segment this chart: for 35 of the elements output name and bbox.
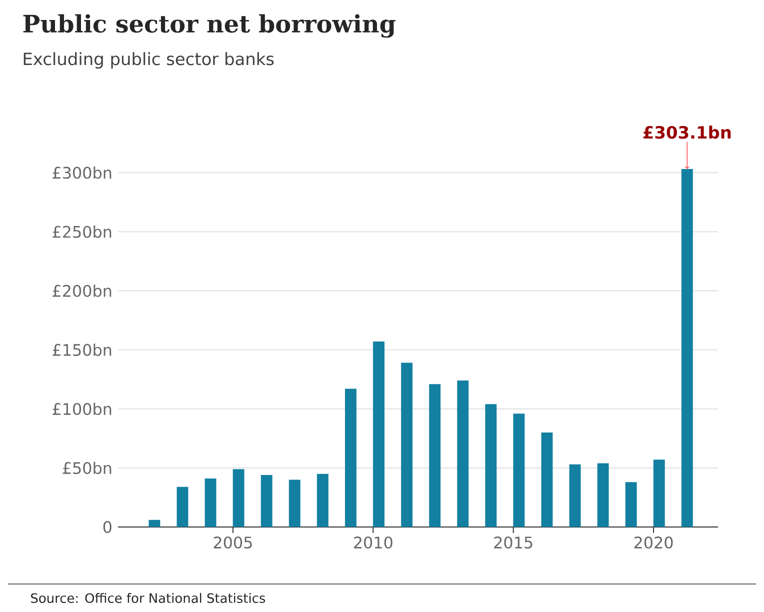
bar xyxy=(232,469,244,527)
bar xyxy=(597,463,609,527)
source-note: Source: Office for National Statistics xyxy=(31,592,266,603)
y-tick-label: £250bn xyxy=(52,226,112,238)
bar xyxy=(429,384,441,527)
bar xyxy=(260,475,272,527)
bar xyxy=(625,482,637,527)
y-tick-label: £300bn xyxy=(52,166,112,179)
bar xyxy=(288,480,300,527)
bar xyxy=(569,464,581,527)
y-tick-label: £100bn xyxy=(52,402,112,416)
bar xyxy=(344,388,356,527)
chart-subtitle: Excluding public sector banks xyxy=(24,52,274,69)
bar xyxy=(176,486,188,527)
bar xyxy=(541,432,553,527)
x-tick-label: 2015 xyxy=(494,536,532,549)
annotation: £303.1bn xyxy=(643,126,731,139)
x-tick-label: 2020 xyxy=(634,536,673,549)
y-tick-label: £150bn xyxy=(52,344,112,356)
bar xyxy=(681,168,693,527)
bar xyxy=(513,414,525,527)
bar xyxy=(316,474,328,527)
chart-title: Public sector net borrowing xyxy=(23,14,396,38)
bar xyxy=(457,380,469,527)
y-tick-label: 0 xyxy=(103,520,112,534)
bar xyxy=(373,342,384,527)
x-tick-label: 2005 xyxy=(214,536,252,549)
bar xyxy=(204,478,216,527)
bar xyxy=(401,362,413,527)
bar xyxy=(485,404,497,527)
y-tick-label: £50bn xyxy=(62,462,112,474)
bar xyxy=(148,520,160,527)
x-tick-label: 2010 xyxy=(354,536,392,549)
bar xyxy=(653,460,665,527)
y-tick-label: £200bn xyxy=(52,284,112,297)
